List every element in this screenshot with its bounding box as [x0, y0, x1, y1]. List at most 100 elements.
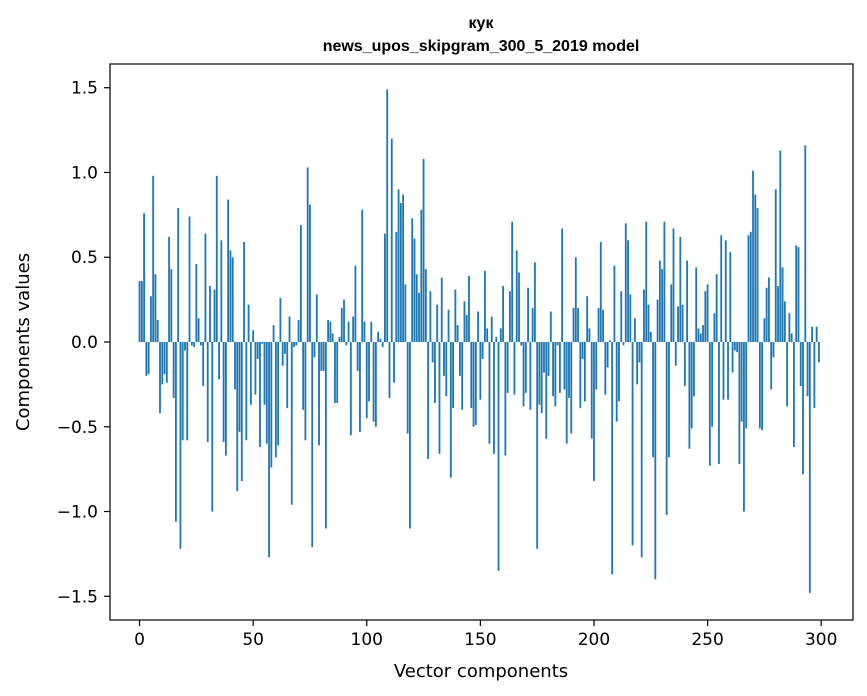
bar-204 — [602, 309, 604, 342]
bar-241 — [686, 260, 689, 342]
bar-87 — [336, 342, 339, 404]
bar-179 — [545, 342, 548, 439]
y-axis-label: Components values — [13, 253, 34, 431]
bar-15 — [172, 342, 175, 398]
bar-37 — [222, 342, 225, 443]
bar-283 — [781, 267, 784, 342]
bar-268 — [747, 235, 750, 342]
bar-291 — [799, 342, 802, 387]
bar-198 — [588, 328, 591, 342]
bar-156 — [493, 342, 495, 454]
bar-111 — [390, 138, 393, 342]
bar-66 — [288, 316, 291, 342]
bar-54 — [261, 342, 264, 344]
bar-173 — [531, 308, 534, 342]
bar-164 — [511, 221, 514, 342]
bar-106 — [379, 338, 382, 342]
bar-155 — [490, 316, 493, 342]
bar-80 — [320, 342, 323, 371]
bar-235 — [672, 228, 675, 342]
bar-172 — [529, 342, 532, 410]
bar-248 — [702, 325, 704, 342]
bar-100 — [365, 342, 368, 419]
bar-73 — [304, 342, 307, 441]
bar-21 — [186, 342, 189, 441]
bar-52 — [256, 342, 259, 359]
bar-165 — [513, 342, 516, 395]
bar-249 — [704, 291, 707, 342]
bar-125 — [422, 158, 425, 342]
bar-196 — [583, 342, 586, 402]
bar-46 — [243, 241, 245, 342]
bar-233 — [668, 342, 670, 458]
bar-91 — [345, 342, 348, 346]
bar-205 — [604, 342, 607, 395]
bar-257 — [722, 342, 725, 400]
bar-166 — [515, 250, 518, 342]
bar-144 — [465, 314, 468, 342]
bar-190 — [570, 342, 573, 434]
bar-17 — [177, 208, 180, 342]
bar-138 — [452, 342, 455, 409]
bar-245 — [695, 267, 698, 342]
x-axis-label: Vector components — [394, 661, 568, 682]
bar-5 — [149, 296, 152, 342]
bar-296 — [811, 326, 814, 342]
bar-272 — [756, 208, 759, 342]
bar-177 — [540, 342, 543, 414]
bar-127 — [427, 342, 430, 459]
bar-247 — [699, 333, 702, 342]
bar-246 — [697, 328, 700, 342]
bar-128 — [429, 291, 432, 342]
bar-36 — [220, 240, 223, 342]
bar-293 — [804, 145, 807, 342]
bar-131 — [436, 304, 439, 342]
bar-137 — [449, 342, 452, 478]
bar-50 — [252, 330, 255, 342]
bar-4 — [147, 342, 150, 375]
bar-187 — [563, 342, 566, 390]
y-tick-label: 0.0 — [71, 333, 98, 353]
bar-57 — [268, 342, 270, 558]
bar-214 — [624, 223, 627, 342]
bar-152 — [484, 270, 486, 342]
bar-255 — [718, 342, 720, 465]
x-tick-label: 150 — [464, 630, 496, 650]
bar-299 — [818, 342, 820, 363]
bar-97 — [359, 342, 361, 432]
bar-9 — [159, 342, 161, 414]
bar-18 — [179, 342, 182, 549]
bar-56 — [265, 342, 268, 444]
bar-10 — [161, 342, 164, 385]
y-tick-label: −0.5 — [57, 418, 98, 438]
plot-area-frame — [109, 63, 854, 621]
bar-67 — [290, 342, 293, 505]
bar-167 — [518, 272, 520, 342]
bar-145 — [468, 275, 470, 342]
bar-82 — [324, 342, 327, 529]
bar-59 — [272, 325, 275, 342]
bar-142 — [461, 342, 464, 410]
bar-238 — [679, 236, 682, 342]
bar-265 — [740, 342, 743, 422]
bar-211 — [618, 342, 620, 402]
bar-270 — [752, 170, 754, 342]
bar-69 — [295, 342, 298, 346]
y-tick-label: 1.5 — [71, 79, 98, 99]
bar-63 — [281, 342, 284, 366]
bar-115 — [399, 203, 402, 342]
bar-208 — [611, 342, 614, 575]
bar-295 — [808, 342, 811, 593]
bar-199 — [590, 342, 593, 439]
bar-229 — [658, 260, 661, 342]
bar-32 — [211, 342, 214, 512]
y-tick-label: −1.5 — [57, 587, 98, 607]
bar-72 — [302, 342, 305, 410]
bar-141 — [459, 342, 461, 376]
bar-276 — [765, 287, 768, 342]
bar-237 — [677, 306, 679, 342]
bar-45 — [240, 342, 243, 481]
bar-253 — [713, 313, 716, 342]
bar-298 — [815, 326, 818, 342]
bar-118 — [406, 342, 409, 434]
